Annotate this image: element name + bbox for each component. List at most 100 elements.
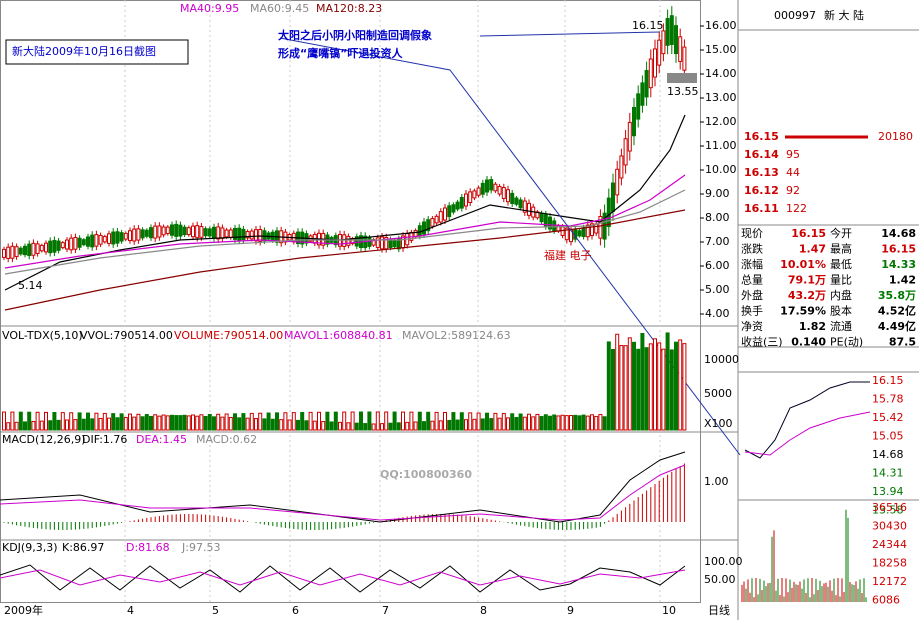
volume-bar: [73, 419, 78, 431]
date-tick: 9: [567, 604, 574, 617]
volume-bar: [514, 417, 519, 431]
mini-price-tick: 13.94: [872, 485, 904, 498]
quote-key: PE(动): [830, 336, 863, 349]
candle-body: [476, 187, 481, 196]
volume-bar: [485, 412, 489, 431]
quote-key: 涨幅: [741, 258, 763, 271]
volume-bar: [346, 422, 351, 431]
volume-bar: [480, 418, 485, 431]
candle-body: [191, 225, 195, 238]
candle-body: [548, 216, 552, 230]
date-tick: 8: [480, 604, 487, 617]
volume-bar: [186, 415, 191, 431]
candle-body: [2, 248, 6, 258]
candle-body: [615, 168, 620, 196]
intraday-volume: [741, 509, 867, 602]
volume-bar: [522, 416, 527, 431]
quote-value: 35.8万: [878, 289, 916, 302]
stock-code: 000997: [774, 9, 816, 22]
date-tick: 4: [127, 604, 134, 617]
volume-bar: [283, 412, 288, 431]
bid-volume: 92: [786, 184, 800, 197]
candle-body: [632, 106, 636, 137]
candle-body: [447, 205, 452, 218]
candle-body: [489, 179, 494, 191]
candle-body: [6, 246, 11, 259]
candle-body: [506, 189, 510, 203]
quote-key: 今开: [830, 226, 852, 240]
volume-bar: [111, 413, 116, 431]
candle-body: [451, 204, 456, 213]
candle-body: [606, 197, 611, 228]
price-tick: 12.00: [705, 115, 737, 128]
volume-bar: [300, 411, 305, 431]
period: 日线: [708, 603, 730, 617]
volume-bar: [119, 413, 124, 431]
candle-body: [518, 199, 523, 209]
volume-bar: [384, 411, 389, 431]
price-tick: 8.00: [705, 211, 730, 224]
quote-value: 16.15: [881, 243, 916, 256]
volume-bar: [644, 347, 649, 431]
candle-body: [581, 227, 586, 238]
macd-tick: 1.00: [704, 475, 729, 488]
quote-key: 涨跌: [741, 242, 763, 256]
volume-bar: [212, 416, 216, 431]
volume-bar: [611, 348, 615, 431]
candle-body: [577, 230, 582, 237]
volume-bar: [615, 333, 620, 431]
date-tick: 7: [382, 604, 389, 617]
candle-body: [56, 240, 61, 251]
candle-body: [128, 230, 132, 242]
intraday-price: [744, 381, 870, 459]
volume-bar: [350, 411, 355, 431]
volume-bar: [632, 341, 636, 431]
candle-body: [86, 236, 90, 247]
volume-bar: [518, 413, 523, 431]
price-tick: 6.00: [705, 259, 730, 272]
volume-bar: [417, 411, 422, 431]
volume-bar: [308, 411, 313, 431]
candle-body: [648, 58, 653, 89]
volume-bar: [363, 423, 368, 431]
kdj-tick: 100.00: [704, 555, 743, 568]
indicator-lines: [0, 451, 686, 593]
volume-bar: [317, 411, 321, 431]
volume-bar: [35, 411, 40, 431]
quote-key: 流通: [830, 319, 852, 333]
candle-body: [228, 229, 233, 238]
candle-body: [644, 69, 649, 98]
moving-averages: [4, 114, 686, 311]
quote-value: 14.68: [881, 227, 916, 240]
candle-body: [254, 229, 258, 242]
candle-body: [144, 229, 149, 237]
volume-bar: [380, 423, 384, 431]
volume-bar: [371, 423, 376, 431]
quote-value: 14.33: [881, 258, 916, 271]
volume-bar: [44, 411, 48, 431]
candle-body: [426, 219, 431, 232]
mini-price-tick: 14.31: [872, 467, 904, 480]
volume-bar: [6, 422, 11, 431]
candle-body: [73, 237, 78, 250]
volume-bar: [2, 411, 6, 431]
volume-bar: [191, 414, 195, 431]
volume-bar: [266, 412, 271, 431]
candle-body: [501, 186, 506, 199]
volume-bar: [275, 412, 279, 431]
candle-body: [396, 238, 401, 250]
volume-bar: [669, 349, 674, 431]
candle-body: [665, 18, 670, 46]
price-tick: 10.00: [705, 163, 737, 176]
candle-body: [380, 236, 384, 250]
volume-bar: [510, 413, 515, 431]
volume-bar: [94, 412, 99, 431]
volume-bar: [543, 414, 548, 431]
volume-bar: [548, 415, 552, 431]
volume-bar: [653, 338, 657, 431]
intraday-average: [744, 411, 871, 456]
candle-body: [422, 221, 426, 235]
candle-body: [514, 197, 519, 205]
